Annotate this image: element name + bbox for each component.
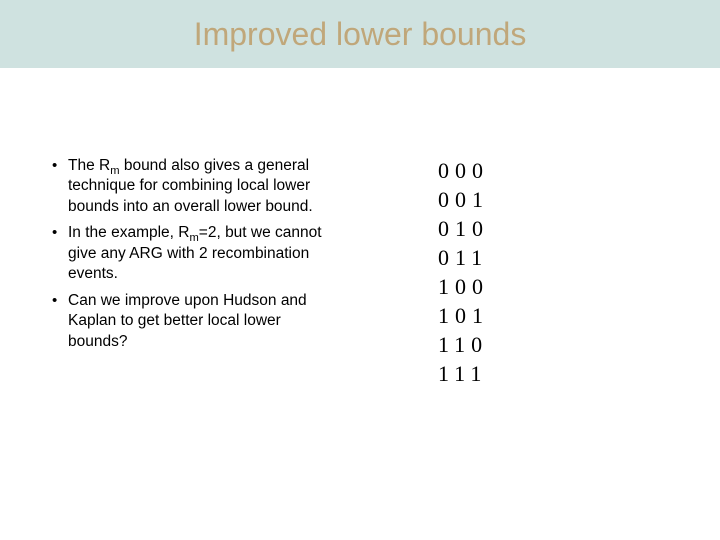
binary-table: 000 001 010 011 100 101 110 111 xyxy=(438,156,489,388)
bullet-item: Can we improve upon Hudson and Kaplan to… xyxy=(48,291,338,352)
binary-row: 111 xyxy=(438,361,487,386)
bullet-item: In the example, Rm=2, but we cannot give… xyxy=(48,223,338,284)
binary-row: 010 xyxy=(438,216,489,241)
bullet-text: Can we improve upon Hudson and Kaplan to… xyxy=(68,292,307,350)
title-band: Improved lower bounds xyxy=(0,0,720,68)
binary-row: 000 xyxy=(438,158,489,183)
subscript: m xyxy=(110,165,119,177)
bullet-list: The Rm bound also gives a general techni… xyxy=(48,156,338,352)
bullet-text: The R xyxy=(68,157,110,174)
binary-row: 011 xyxy=(438,245,488,270)
binary-row: 101 xyxy=(438,303,489,328)
bullet-column: The Rm bound also gives a general techni… xyxy=(48,156,358,388)
binary-column: 000 001 010 011 100 101 110 111 xyxy=(358,156,489,388)
binary-row: 001 xyxy=(438,187,489,212)
binary-row: 110 xyxy=(438,332,488,357)
subscript: m xyxy=(189,232,198,244)
binary-row: 100 xyxy=(438,274,489,299)
bullet-text: In the example, R xyxy=(68,224,189,241)
content-area: The Rm bound also gives a general techni… xyxy=(0,68,720,388)
page-title: Improved lower bounds xyxy=(194,16,527,53)
bullet-item: The Rm bound also gives a general techni… xyxy=(48,156,338,217)
